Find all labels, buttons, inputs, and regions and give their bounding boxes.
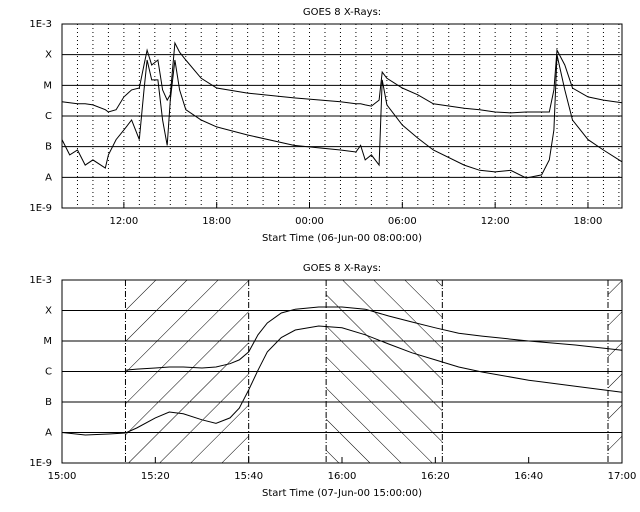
x-tick-label: 15:40 <box>234 471 263 482</box>
y-tick-label: B <box>45 142 52 153</box>
y-tick-label: X <box>45 306 52 317</box>
y-tick-label: A <box>45 172 52 183</box>
x-tick-label: 16:20 <box>421 471 450 482</box>
flux-curve <box>61 41 623 114</box>
x-tick-label: 06:00 <box>388 216 417 227</box>
y-tick-label: C <box>45 367 52 378</box>
x-axis-label: Start Time (06-Jun-00 08:00:00) <box>262 233 422 244</box>
x-tick-label: 18:00 <box>574 216 603 227</box>
x-tick-label: 16:40 <box>514 471 543 482</box>
x-tick-label: 16:00 <box>328 471 357 482</box>
plot-frame <box>61 279 623 464</box>
x-tick-label: 15:20 <box>141 471 170 482</box>
x-tick-label: 18:00 <box>202 216 231 227</box>
y-tick-label: A <box>45 428 52 439</box>
x-tick-label: 12:00 <box>109 216 138 227</box>
y-tick-label: M <box>43 80 52 91</box>
y-tick-label: 1E-9 <box>29 458 52 469</box>
x-axis-label: Start Time (07-Jun-00 15:00:00) <box>262 488 422 499</box>
flux-curve <box>125 306 623 371</box>
chart-title: GOES 8 X-Rays: <box>303 263 381 274</box>
flux-curve <box>61 54 623 179</box>
y-tick-label: X <box>45 50 52 61</box>
x-tick-label: 17:00 <box>608 471 637 482</box>
flux-curve <box>61 325 623 436</box>
y-tick-label: M <box>43 336 52 347</box>
y-tick-label: 1E-3 <box>29 19 52 30</box>
x-tick-label: 15:00 <box>48 471 77 482</box>
y-tick-label: 1E-3 <box>29 275 52 286</box>
x-tick-label: 00:00 <box>295 216 324 227</box>
y-tick-label: 1E-9 <box>29 203 52 214</box>
y-tick-label: B <box>45 397 52 408</box>
x-tick-label: 12:00 <box>481 216 510 227</box>
chart-title: GOES 8 X-Rays: <box>303 7 381 18</box>
plot-frame <box>61 23 623 209</box>
y-tick-label: C <box>45 111 52 122</box>
